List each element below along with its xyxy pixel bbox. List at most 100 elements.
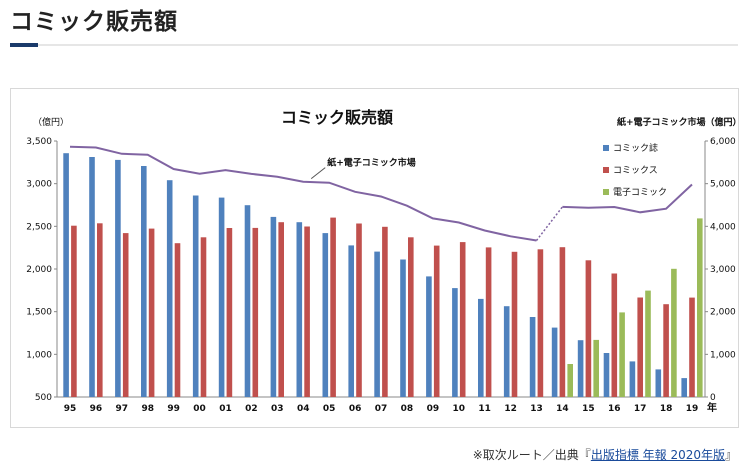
x-tick-label: 12 — [504, 404, 517, 414]
line-label-pointer — [310, 167, 326, 180]
title-underline-accent — [10, 43, 38, 47]
x-tick-label: 11 — [478, 404, 491, 414]
bar-2 — [559, 247, 566, 397]
market-line-digital — [562, 183, 693, 214]
bar-3 — [567, 364, 573, 397]
right-tick-label: 5,000 — [710, 180, 736, 190]
x-tick-label: 98 — [141, 404, 154, 414]
bar-1 — [374, 251, 380, 397]
bar-1 — [348, 245, 354, 397]
legend-label: コミック誌 — [613, 142, 658, 154]
bar-1 — [577, 340, 584, 397]
right-tick-label: 2,000 — [710, 308, 736, 318]
legend-swatch — [603, 189, 609, 195]
x-tick-label: 18 — [660, 404, 673, 414]
x-tick-label: 05 — [323, 404, 336, 414]
comic-sales-chart: コミック販売額 （億円） 紙+電子コミック市場（億円） 500 1,000 1,500 2,… — [26, 108, 738, 414]
x-tick-label: 10 — [452, 404, 465, 414]
x-tick-label: 00 — [193, 404, 206, 414]
x-tick-label: 08 — [401, 404, 414, 414]
x-tick-label: 01 — [219, 404, 232, 414]
title-underline — [10, 44, 738, 46]
bar-2 — [278, 222, 284, 397]
x-tick-label: 96 — [90, 404, 103, 414]
market-line-print — [69, 145, 537, 242]
bar-2 — [689, 297, 695, 397]
bar-1 — [551, 327, 558, 397]
bar-3 — [593, 339, 599, 397]
bar-2 — [663, 304, 669, 397]
chart-title: コミック販売額 — [281, 108, 393, 127]
x-tick-label: 16 — [608, 404, 621, 414]
bar-1 — [270, 216, 277, 397]
legend-label: コミックス — [613, 165, 658, 176]
source-suffix: 』 — [724, 448, 737, 462]
right-tick-label: 1,000 — [710, 350, 736, 360]
bar-1 — [400, 259, 406, 397]
bar-1 — [115, 159, 121, 397]
source-note: ※取次ルート／出典『出版指標 年報 2020年版』 — [473, 446, 737, 463]
bar-1 — [478, 298, 484, 397]
right-tick-label: 3,000 — [710, 265, 736, 275]
x-tick-label: 17 — [634, 404, 647, 414]
left-tick-label: 1,000 — [26, 350, 52, 360]
bar-1 — [192, 195, 199, 397]
bar-2 — [356, 223, 362, 397]
bar-2 — [148, 228, 155, 397]
x-tick-label: 15 — [582, 404, 595, 414]
bar-2 — [252, 227, 259, 397]
bar-1 — [218, 197, 225, 397]
left-tick-label: 2,000 — [26, 265, 52, 275]
bar-2 — [330, 217, 336, 397]
chart-frame: コミック販売額 （億円） 紙+電子コミック市場（億円） 500 1,000 1,500 2,… — [10, 88, 739, 428]
bar-2 — [304, 226, 310, 397]
x-tick-label: 04 — [297, 404, 310, 414]
left-tick-label: 2,500 — [26, 222, 52, 232]
bar-2 — [408, 237, 414, 397]
line-label: 紙+電子コミック市場 — [327, 157, 416, 169]
market-line-dashed — [535, 206, 563, 241]
legend-label: 電子コミック — [613, 187, 667, 198]
left-tick-label: 1,500 — [26, 308, 52, 318]
bar-2 — [485, 247, 492, 397]
x-tick-label: 99 — [167, 404, 180, 414]
source-link[interactable]: 出版指標 年報 2020年版 — [590, 448, 725, 462]
bar-2 — [200, 237, 207, 397]
left-tick-label: 3,500 — [26, 137, 52, 147]
bar-1 — [503, 306, 510, 397]
right-tick-label: 4,000 — [710, 222, 736, 232]
bar-2 — [511, 251, 518, 397]
bar-2 — [433, 245, 440, 397]
x-tick-label: 19 — [686, 404, 699, 414]
bar-2 — [537, 249, 544, 397]
right-tick-label: 0 — [710, 393, 716, 403]
bar-3 — [619, 312, 625, 397]
page-title: コミック販売額 — [10, 9, 178, 35]
x-tick-label: 13 — [530, 404, 543, 414]
bar-1 — [141, 166, 147, 397]
source-prefix: ※取次ルート／出典『 — [472, 448, 591, 462]
bar-2 — [71, 225, 77, 397]
bar-3 — [671, 268, 677, 397]
bar-1 — [63, 153, 69, 397]
bar-1 — [655, 369, 662, 397]
x-tick-label: 97 — [116, 404, 129, 414]
bar-1 — [681, 378, 687, 397]
x-tick-label: 07 — [375, 404, 388, 414]
bar-2 — [637, 297, 643, 397]
left-tick-label: 3,000 — [26, 180, 52, 190]
x-tick-label: 14 — [556, 404, 569, 414]
bar-3 — [645, 290, 651, 397]
bar-1 — [629, 361, 636, 397]
legend-swatch — [603, 167, 609, 173]
x-tick-label: 09 — [427, 404, 440, 414]
right-tick-label: 6,000 — [710, 137, 736, 147]
bar-2 — [459, 242, 466, 397]
bar-1 — [603, 353, 610, 397]
bar-2 — [585, 260, 592, 397]
bar-1 — [322, 233, 329, 397]
left-axis-unit: （億円） — [33, 116, 69, 128]
x-tick-label: 02 — [245, 404, 258, 414]
left-tick-label: 500 — [35, 393, 52, 403]
bar-2 — [611, 273, 618, 397]
